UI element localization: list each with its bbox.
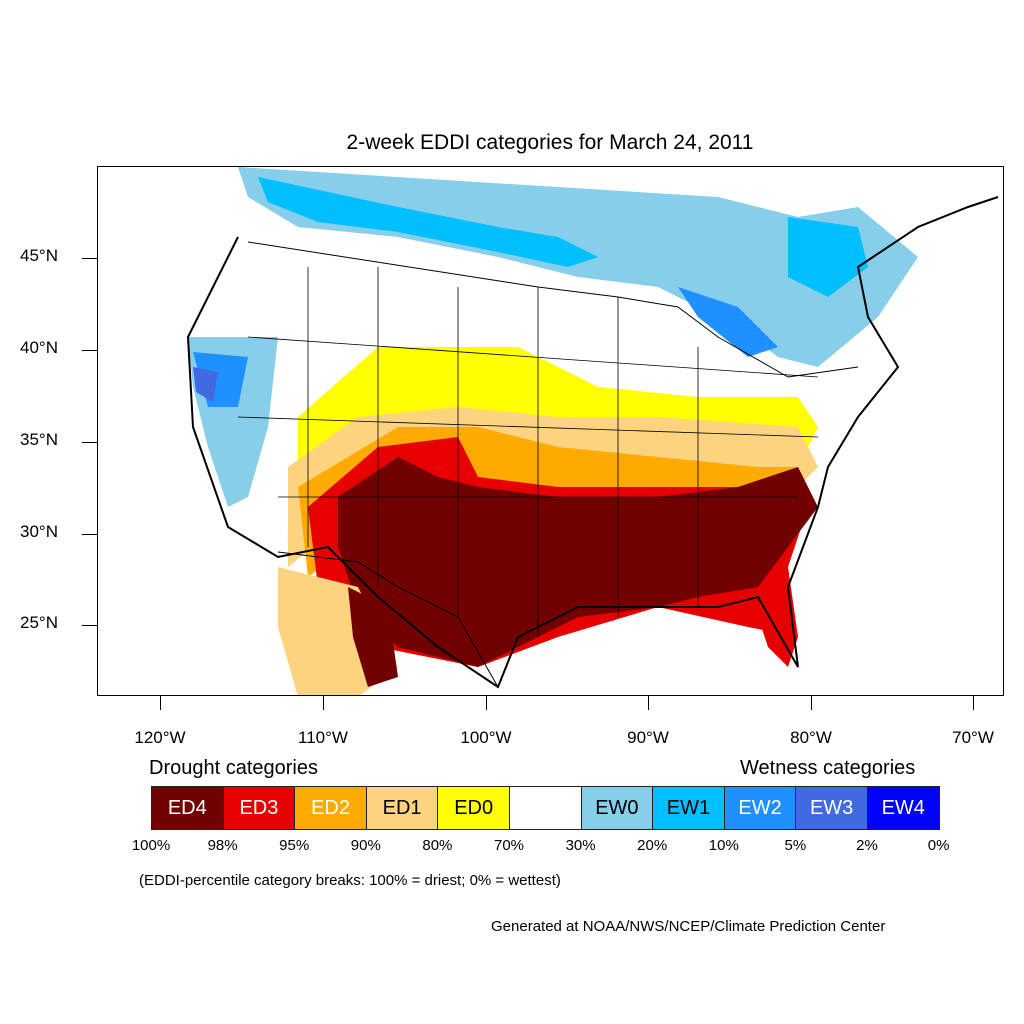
wet-region-lakes (678, 287, 778, 357)
lon-label: 120°W (134, 728, 186, 747)
legend-swatch: ED2 (294, 786, 367, 830)
lon-tick (486, 696, 487, 710)
legend-percentile: 100% (131, 837, 171, 854)
wetness-heading: Wetness categories (740, 757, 916, 779)
lat-tick (82, 625, 97, 626)
lon-tick (160, 696, 161, 710)
legend-percentile: 5% (784, 837, 807, 854)
lat-tick (82, 258, 97, 259)
legend-swatch: EW1 (652, 786, 725, 830)
legend-percentile: 0% (927, 837, 950, 854)
legend-percentile: 90% (350, 837, 381, 854)
legend-swatch: ED1 (365, 786, 439, 830)
lon-label: 100°W (460, 728, 512, 747)
legend-swatch: EW0 (580, 786, 654, 830)
lat-label: 30°N (20, 522, 58, 541)
legend-percentile: 80% (422, 837, 453, 854)
legend-swatch: EW3 (795, 786, 868, 830)
lat-label: 40°N (20, 338, 58, 357)
lon-tick (648, 696, 649, 710)
wet-region-northeast (788, 217, 868, 297)
lat-tick (82, 442, 97, 443)
map-title: 2-week EDDI categories for March 24, 201… (346, 131, 754, 154)
legend-percentile: 98% (207, 837, 238, 854)
legend-swatch: EW4 (866, 786, 940, 830)
state-line-1 (307, 267, 699, 637)
legend-percentile: 20% (637, 837, 668, 854)
mexico-ed4 (348, 587, 398, 687)
drought-heading: Drought categories (149, 757, 318, 779)
us-outline (186, 196, 999, 689)
lon-label: 90°W (627, 728, 669, 747)
lat-label: 35°N (20, 430, 58, 449)
lon-tick (811, 696, 812, 710)
lon-label: 80°W (790, 728, 832, 747)
legend-swatch: EW2 (723, 786, 797, 830)
wet-region-westcoast-deep (193, 367, 218, 402)
state-line-2 (237, 336, 819, 498)
legend-swatch (508, 786, 582, 830)
wet-region-north-core (258, 177, 598, 267)
lat-tick (82, 350, 97, 351)
lon-tick (323, 696, 324, 710)
eddi-map (97, 166, 1004, 696)
legend-percentile: 95% (279, 837, 310, 854)
legend-percentile: 10% (708, 837, 739, 854)
legend-percentile: 2% (856, 837, 878, 854)
lat-label: 45°N (20, 246, 58, 265)
credit-line: Generated at NOAA/NWS/NCEP/Climate Predi… (491, 918, 886, 935)
legend-swatch: ED0 (437, 786, 510, 830)
mexico-border (277, 551, 499, 688)
lat-tick (82, 534, 97, 535)
map-canvas (186, 167, 999, 695)
lon-label: 110°W (298, 728, 348, 747)
category-note: (EDDI-percentile category breaks: 100% =… (139, 872, 561, 889)
legend-percentile: 70% (493, 837, 525, 854)
legend-bar: ED4 ED3 ED2 ED1 ED0 EW0 EW1 EW2 EW3 EW4 (151, 786, 940, 830)
legend-swatch: ED4 (151, 786, 224, 830)
lon-tick (973, 696, 974, 710)
lat-label: 25°N (20, 613, 58, 632)
lon-label: 70°W (952, 728, 994, 747)
legend-swatch: ED3 (222, 786, 296, 830)
legend-percentile: 30% (565, 837, 596, 854)
